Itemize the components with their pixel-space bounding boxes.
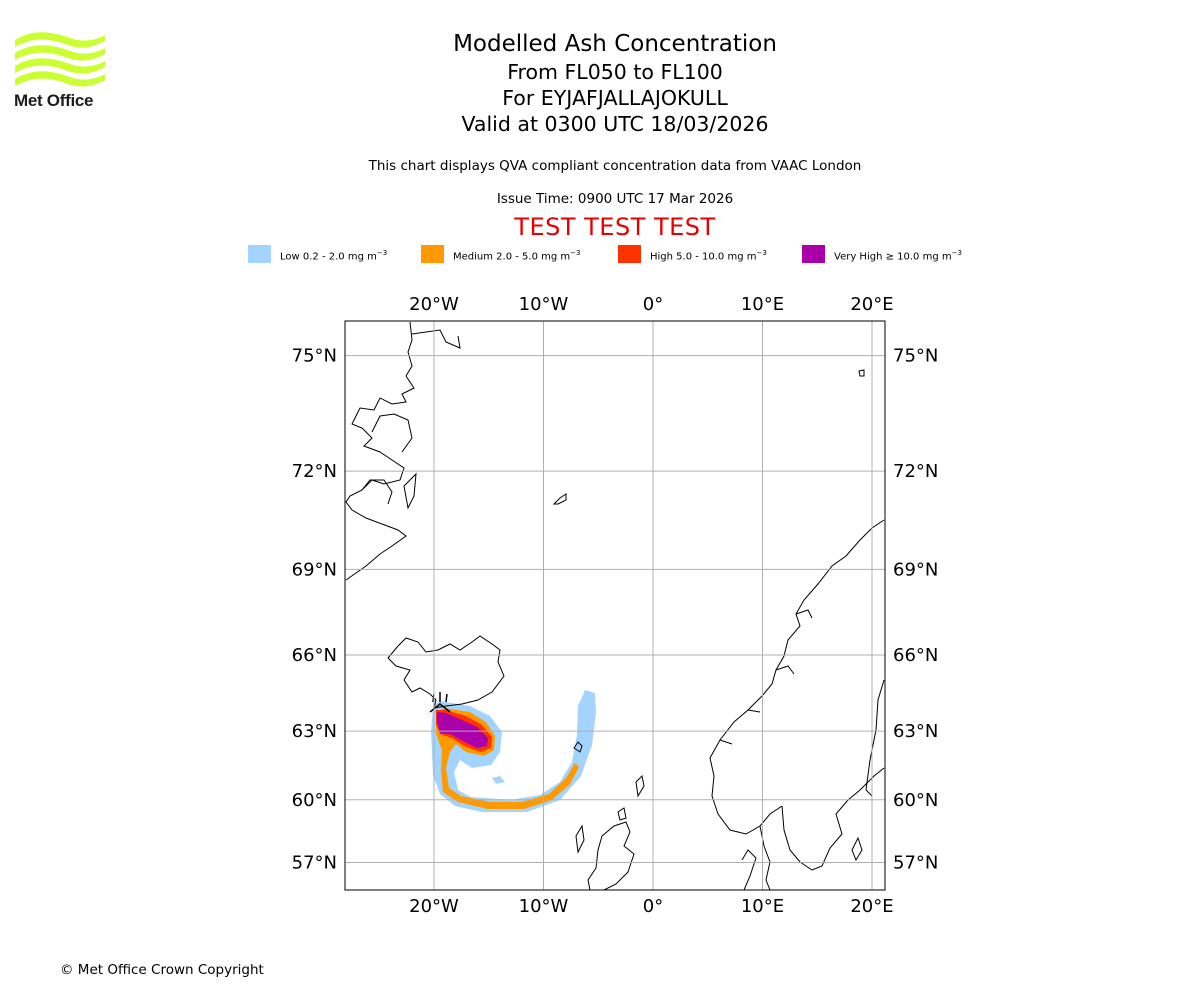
norway-coast — [709, 519, 885, 835]
title-line-2: From FL050 to FL100 — [507, 60, 723, 84]
orkney-islands — [617, 807, 627, 821]
legend-label-medium: Medium 2.0 - 5.0 mg m−3 — [453, 249, 581, 263]
ash-concentration-layer — [431, 690, 596, 812]
logo-wave — [15, 45, 105, 61]
shetland-islands — [635, 774, 645, 798]
legend-label-very-high: Very High ≥ 10.0 mg m−3 — [834, 249, 962, 263]
greenland-fjord — [371, 413, 413, 453]
legend-swatch-medium — [421, 245, 444, 263]
lat-label-left: 66°N — [292, 645, 337, 666]
lon-label-bottom: 10°E — [741, 896, 784, 917]
logo-text: Met Office — [14, 91, 94, 110]
title-line-1: Modelled Ash Concentration — [453, 31, 777, 57]
ash-very-high-area — [437, 712, 488, 748]
jan-mayen-island — [552, 493, 567, 505]
lat-label-right: 63°N — [893, 721, 938, 742]
lat-label-left: 57°N — [292, 852, 337, 873]
met-office-wave-logo-icon — [15, 32, 105, 87]
lon-label-top: 0° — [643, 294, 663, 315]
hebrides — [575, 824, 585, 854]
sweden-coast — [781, 767, 885, 871]
logo-wave — [15, 71, 105, 87]
lat-label-right: 69°N — [893, 559, 938, 580]
logo-wave — [15, 58, 105, 74]
legend-swatch-low — [248, 245, 271, 263]
graticule — [345, 321, 885, 890]
lat-label-left: 60°N — [292, 790, 337, 811]
lat-label-right: 75°N — [893, 346, 938, 367]
finland-coast — [865, 679, 885, 797]
bear-island — [858, 369, 865, 377]
greenland-fjord — [411, 329, 461, 349]
greenland-island — [403, 472, 417, 510]
issue-time: Issue Time: 0900 UTC 17 Mar 2026 — [496, 191, 734, 207]
greenland-coast — [345, 321, 415, 581]
lat-label-right: 72°N — [893, 461, 938, 482]
met-office-logo: Met Office — [14, 30, 109, 112]
legend-swatch-high — [618, 245, 641, 263]
lon-label-bottom: 0° — [643, 896, 663, 917]
norway-fjords — [719, 609, 813, 745]
lat-label-left: 63°N — [292, 721, 337, 742]
lat-label-left: 75°N — [292, 346, 337, 367]
lon-label-bottom: 20°W — [409, 896, 459, 917]
lat-label-right: 60°N — [893, 790, 938, 811]
test-banner: TEST TEST TEST — [514, 213, 716, 241]
title-line-4: Valid at 0300 UTC 18/03/2026 — [461, 112, 769, 136]
denmark-coast — [741, 849, 757, 891]
lon-label-top: 10°E — [741, 294, 784, 315]
faroe-islands — [573, 741, 583, 753]
greenland-fjord — [361, 479, 393, 505]
title-line-3: For EYJAFJALLAJOKULL — [502, 86, 728, 110]
gotland-island — [851, 836, 863, 862]
coastlines — [345, 321, 885, 891]
baltic-coast — [759, 825, 771, 891]
chart-title: Modelled Ash Concentration From FL050 to… — [315, 30, 915, 137]
lon-label-bottom: 10°W — [519, 896, 569, 917]
legend-label-low: Low 0.2 - 2.0 mg m−3 — [280, 249, 388, 263]
lon-label-bottom: 20°E — [850, 896, 893, 917]
lat-label-right: 57°N — [893, 852, 938, 873]
map-frame — [344, 320, 886, 891]
ash-low-patch — [492, 776, 505, 784]
axis-labels: 20°W 20°W 10°W 10°W 0° 0° 10°E 10°E 20°E 20°E 75°N… — [292, 294, 939, 917]
lon-label-top: 20°E — [850, 294, 893, 315]
lat-label-left: 69°N — [292, 559, 337, 580]
legend-swatch-very-high — [802, 245, 825, 263]
iceland-coast — [387, 635, 505, 709]
qva-subtitle: This chart displays QVA compliant concen… — [368, 158, 862, 174]
logo-wave — [15, 32, 105, 48]
copyright-notice: © Met Office Crown Copyright — [60, 962, 264, 978]
scotland-coast — [587, 821, 635, 891]
lat-label-right: 66°N — [893, 645, 938, 666]
lon-label-top: 10°W — [519, 294, 569, 315]
lat-label-left: 72°N — [292, 461, 337, 482]
lon-label-top: 20°W — [409, 294, 459, 315]
legend-label-high: High 5.0 - 10.0 mg m−3 — [650, 249, 767, 263]
